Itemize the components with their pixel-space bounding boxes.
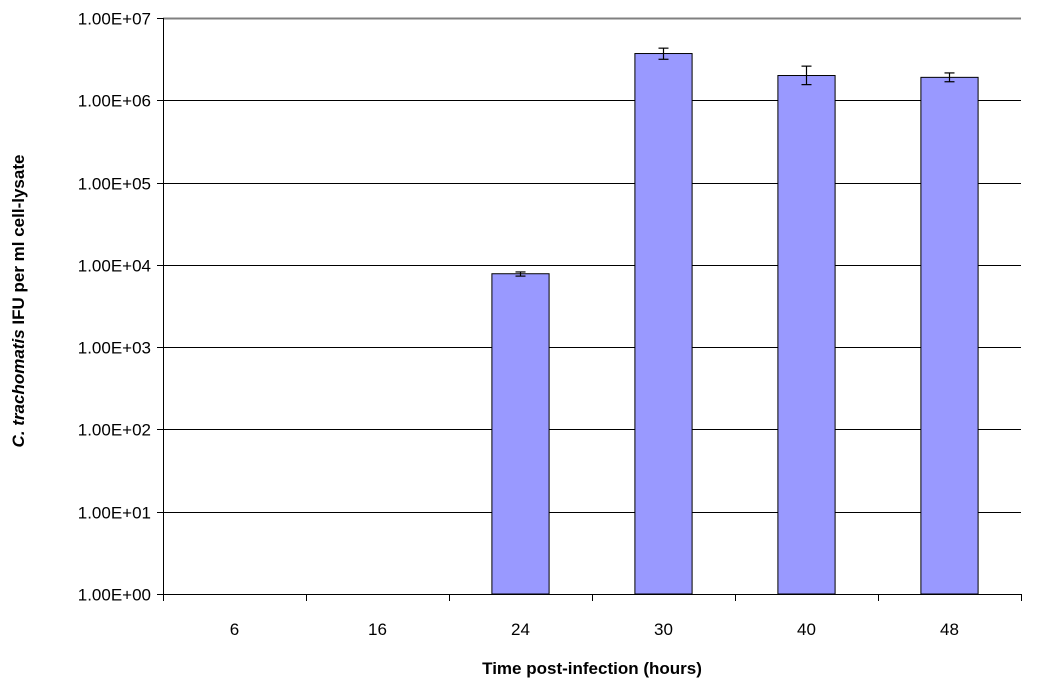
y-tick-label: 1.00E+03 <box>78 339 151 358</box>
y-tick-label: 1.00E+06 <box>78 92 151 111</box>
x-tick-label: 24 <box>511 620 530 639</box>
y-tick-label: 1.00E+04 <box>78 257 151 276</box>
x-tick-label: 6 <box>230 620 239 639</box>
error-bars <box>515 47 955 277</box>
x-tick-label: 48 <box>940 620 959 639</box>
x-tick-label: 16 <box>368 620 387 639</box>
x-axis-title: Time post-infection (hours) <box>482 659 702 678</box>
y-tick-label: 1.00E+02 <box>78 421 151 440</box>
bar <box>777 75 836 595</box>
bar <box>491 273 550 595</box>
y-tick-labels: 1.00E+00 1.00E+01 1.00E+02 1.00E+03 1.00E+04… <box>78 10 151 605</box>
bar <box>920 76 979 595</box>
x-tick-label: 30 <box>654 620 673 639</box>
y-tick-label: 1.00E+01 <box>78 504 151 523</box>
bars <box>491 53 979 595</box>
y-tick-label: 1.00E+05 <box>78 175 151 194</box>
axes <box>157 17 1022 601</box>
gridlines <box>163 18 1021 513</box>
y-tick-label: 1.00E+07 <box>78 10 151 29</box>
y-tick-label: 1.00E+00 <box>78 586 151 605</box>
y-axis-title-rest: IFU per ml cell-lysate <box>9 155 28 330</box>
bar <box>634 53 693 595</box>
y-axis-title: C. trachomatis IFU per ml cell-lysate <box>9 155 28 448</box>
x-tick-labels: 6 16 24 30 40 48 <box>230 620 959 639</box>
y-axis-title-italic: C. trachomatis <box>9 329 28 447</box>
x-tick-label: 40 <box>797 620 816 639</box>
